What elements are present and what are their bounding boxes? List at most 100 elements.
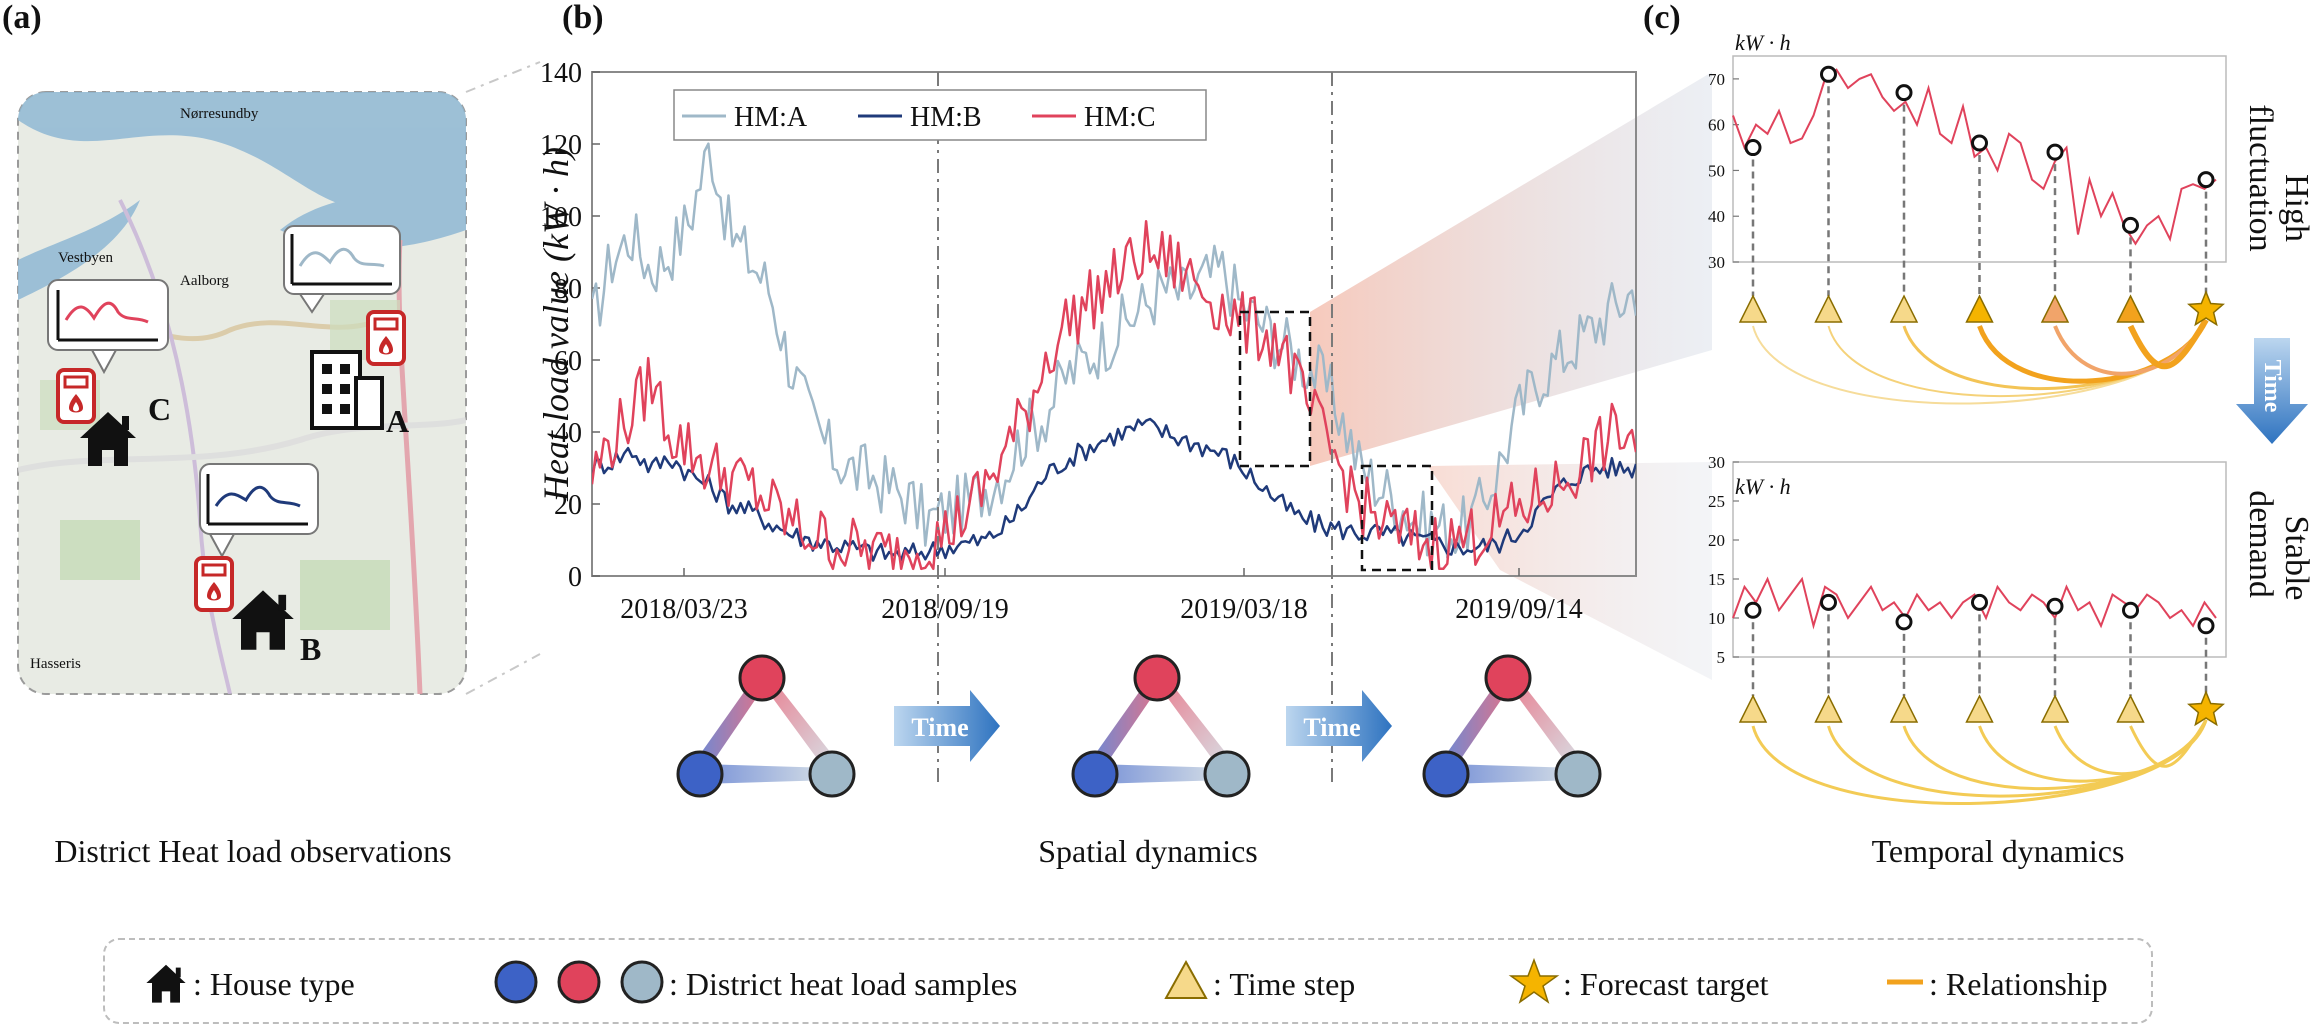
plot-frame: [591, 71, 1637, 577]
meter-c: C: [47, 279, 171, 466]
sample-marker: [1820, 593, 1837, 611]
time-arrow-2: Time: [1286, 690, 1392, 762]
heat-meter-icon: [194, 556, 234, 612]
time-step-triangle: [1738, 694, 1768, 723]
panel-a-label: (a): [2, 0, 42, 36]
forecast-star: [2187, 690, 2225, 727]
time-step-triangle: [1814, 294, 1843, 323]
y-tick-label: 80: [554, 274, 582, 305]
sample-marker: [2197, 617, 2215, 635]
panel-c-caption: Temporal dynamics: [1872, 833, 2125, 869]
legend-relationship: : Relationship: [1929, 966, 2108, 1002]
time-label: Time: [911, 713, 968, 742]
arrow-right-icon: [894, 690, 1000, 762]
legend-forecast-target: : Forecast target: [1563, 966, 1769, 1002]
star-icon: [1508, 957, 1560, 1004]
y-tick-label: 140: [540, 58, 582, 89]
axes-icon: [206, 474, 308, 526]
spatial-graph: [1071, 654, 1251, 798]
house-icon: [146, 964, 186, 1003]
meter-a: A: [283, 225, 409, 439]
relationship-arc: [1978, 719, 2208, 783]
panel-c-label: (c): [1643, 0, 1681, 36]
legend-samples: : District heat load samples: [669, 966, 1017, 1002]
time-step-triangle: [2116, 694, 2145, 723]
spatial-graphs: [676, 654, 1602, 798]
side-label-stable: Stable demand: [2242, 490, 2315, 600]
time-arrow-vertical: Time: [2236, 338, 2308, 444]
meter-b-label: B: [300, 631, 321, 667]
sample-marker: [2046, 597, 2064, 615]
building-icon: [310, 350, 384, 430]
spatial-graph: [676, 654, 856, 798]
sample-marker: [1895, 613, 1913, 631]
map-label-hasseris: Hasseris: [30, 656, 81, 672]
node-c: [1133, 654, 1181, 702]
panel-a-caption: District Heat load observations: [54, 833, 451, 869]
side-label-stable-1: Stable: [2278, 516, 2315, 601]
highlight-box-stable: [1360, 464, 1434, 572]
y-tick-label: 30: [1708, 453, 1725, 472]
y-tick-label: 40: [1708, 207, 1725, 226]
heat-meter-icon: [366, 310, 406, 366]
y-axis-label: Heat load value (kW · h): [536, 147, 576, 502]
time-step-triangle: [1965, 294, 1994, 323]
y-tick-label: 20: [554, 490, 582, 521]
unit-label-bottom: kW · h: [1735, 474, 1791, 499]
y-tick-label: 15: [1708, 570, 1725, 589]
arrow-down-icon: [2236, 338, 2308, 444]
sample-a-icon: [620, 960, 664, 1004]
side-label-high: High fluctuation: [2242, 104, 2315, 251]
zoom-wedge-top: [1310, 72, 1712, 466]
time-step-triangle: [1738, 294, 1768, 323]
series-line-hm-c: [592, 219, 1636, 571]
meter-b: B: [194, 463, 321, 667]
arrow-right-icon: [1286, 690, 1392, 762]
relationship-arc: [2129, 719, 2208, 768]
plot-frame: [1732, 55, 2227, 263]
series-line-hm-a: [592, 142, 1636, 559]
time-label: Time: [1303, 713, 1360, 742]
sample-marker: [1971, 593, 1988, 611]
unit-label-top: kW · h: [1735, 30, 1791, 55]
y-tick-label: 50: [1708, 161, 1725, 180]
high-fluctuation-chart: kW · h 30 40 50 60 70: [1708, 30, 2227, 405]
axes-icon: [56, 290, 158, 342]
spatial-graph: [1422, 654, 1602, 798]
edge: [696, 678, 770, 766]
x-tick-label: 2019/09/14: [1455, 594, 1583, 625]
map-label-norresundby: Nørresundby: [180, 106, 259, 122]
district-map: Nørresundby Vestbyen Aalborg Hasseris C: [17, 91, 467, 695]
bottom-legend: : House type : District heat load sample…: [103, 938, 2153, 1024]
time-step-triangle: [2040, 694, 2070, 723]
sample-marker: [2122, 216, 2139, 234]
side-label-stable-2: demand: [2242, 490, 2279, 598]
forecast-star: [2187, 290, 2225, 327]
chart-legend: HM:A HM:B HM:C: [673, 89, 1207, 141]
map-label-aalborg: Aalborg: [180, 273, 229, 289]
sample-marker: [1895, 84, 1913, 102]
zoom-wedge-bottom: [1428, 462, 1712, 680]
y-tick-label: 40: [554, 418, 582, 449]
meter-c-label: C: [148, 391, 171, 427]
time-step-triangle: [2116, 294, 2145, 323]
y-tick-label: 20: [1708, 531, 1725, 550]
axes-icon: [290, 234, 392, 286]
legend-hm-c: HM:C: [1084, 102, 1156, 133]
highlight-box-high: [1238, 310, 1312, 468]
legend-time-step: : Time step: [1213, 966, 1355, 1002]
side-label-high-2: fluctuation: [2242, 104, 2279, 251]
x-tick-label: 2018/09/19: [881, 594, 1009, 625]
sample-marker: [2197, 171, 2215, 189]
node-c: [1484, 654, 1532, 702]
x-axis: 2018/03/23 2018/09/19 2019/03/18 2019/09/14: [620, 568, 1583, 625]
sparkline-icon: [64, 301, 149, 324]
edge: [700, 764, 832, 784]
time-label-vertical: Time: [2259, 360, 2285, 413]
time-step-triangle: [1889, 694, 1919, 723]
side-label-high-1: High: [2278, 174, 2315, 242]
time-arrow-1: Time: [894, 690, 1000, 762]
y-tick-label: 60: [1708, 116, 1725, 135]
